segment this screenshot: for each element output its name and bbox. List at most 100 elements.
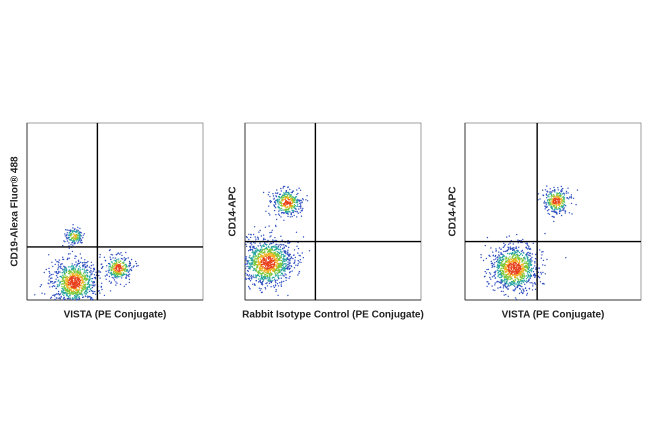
- event-dot: [522, 292, 524, 294]
- event-dot: [546, 210, 549, 212]
- event-dot: [528, 288, 531, 290]
- event-dot: [513, 276, 516, 279]
- event-dot: [77, 226, 79, 229]
- event-dot: [62, 258, 65, 261]
- event-dot: [119, 260, 122, 262]
- event-dot: [263, 251, 266, 253]
- event-dot: [88, 280, 90, 282]
- event-dot: [58, 262, 60, 264]
- event-dot: [498, 281, 500, 283]
- event-dot: [253, 283, 256, 285]
- event-dot: [86, 265, 89, 267]
- event-dot: [517, 242, 519, 244]
- event-dot: [54, 271, 56, 273]
- event-dot: [515, 298, 518, 301]
- event-dot: [486, 236, 489, 239]
- event-dot: [548, 204, 550, 206]
- event-dot: [273, 263, 275, 266]
- event-dot: [511, 283, 514, 286]
- event-dot: [83, 275, 85, 277]
- event-dot: [64, 267, 67, 269]
- event-dot: [288, 246, 290, 249]
- event-dot: [280, 263, 282, 265]
- event-dot: [561, 196, 563, 198]
- event-dot: [71, 237, 73, 239]
- event-dot: [66, 283, 69, 285]
- event-dot: [539, 198, 541, 200]
- event-dot: [300, 261, 302, 264]
- event-dot: [531, 268, 533, 270]
- event-dot: [505, 258, 508, 260]
- event-dot: [508, 253, 510, 255]
- event-dot: [267, 251, 269, 254]
- event-dot: [78, 280, 80, 282]
- event-dot: [256, 257, 259, 259]
- event-dot: [89, 298, 92, 300]
- event-dot: [294, 259, 296, 261]
- event-dot: [539, 281, 542, 283]
- event-dot: [567, 192, 569, 194]
- event-dot: [502, 290, 504, 293]
- event-dot: [111, 269, 113, 271]
- event-dot: [276, 255, 278, 258]
- event-dot: [268, 282, 271, 284]
- event-dot: [84, 272, 86, 274]
- event-dot: [534, 274, 536, 276]
- event-dot: [295, 202, 297, 204]
- event-dot: [522, 265, 524, 268]
- event-dot: [282, 185, 285, 188]
- event-dot: [498, 273, 501, 276]
- event-dot: [77, 239, 79, 242]
- event-dot: [76, 289, 78, 292]
- event-dot: [253, 264, 256, 267]
- event-dot: [555, 210, 557, 212]
- event-dot: [89, 275, 91, 277]
- event-dot: [84, 263, 86, 265]
- event-dot: [251, 266, 254, 268]
- event-dot: [269, 277, 271, 279]
- event-dot: [558, 198, 561, 201]
- event-dot: [95, 271, 97, 273]
- event-dot: [87, 260, 89, 263]
- event-dot: [124, 270, 126, 273]
- event-dot: [291, 215, 293, 218]
- event-dot: [118, 265, 121, 268]
- event-dot: [549, 203, 552, 205]
- event-dot: [82, 237, 84, 239]
- event-dot: [301, 201, 303, 203]
- event-dot: [69, 298, 71, 300]
- event-dot: [487, 268, 490, 271]
- event-dot: [523, 273, 525, 275]
- event-dot: [276, 283, 279, 285]
- event-dot: [245, 243, 247, 246]
- event-dot: [297, 192, 299, 195]
- event-dot: [532, 274, 535, 277]
- event-dot: [57, 290, 60, 293]
- event-dot: [86, 261, 88, 264]
- event-dot: [486, 268, 488, 271]
- event-dot: [523, 268, 525, 271]
- event-dot: [119, 283, 122, 285]
- event-dot: [86, 277, 88, 280]
- event-dot: [265, 255, 267, 257]
- event-dot: [517, 280, 519, 283]
- event-dot: [530, 263, 532, 266]
- event-dot: [287, 215, 289, 218]
- event-dot: [510, 273, 512, 275]
- event-dot: [278, 244, 280, 246]
- event-dot: [272, 239, 274, 241]
- event-dot: [84, 295, 87, 297]
- event-dot: [122, 266, 124, 268]
- event-dot: [562, 208, 565, 210]
- event-dot: [246, 263, 248, 265]
- event-dot: [68, 272, 70, 275]
- event-dot: [119, 267, 121, 270]
- event-dot: [48, 283, 50, 285]
- event-dot: [65, 284, 68, 286]
- event-dot: [260, 247, 263, 249]
- event-dot: [526, 243, 528, 245]
- event-dot: [556, 192, 558, 194]
- event-dot: [282, 199, 284, 201]
- event-dot: [526, 252, 529, 254]
- event-dot: [268, 272, 270, 275]
